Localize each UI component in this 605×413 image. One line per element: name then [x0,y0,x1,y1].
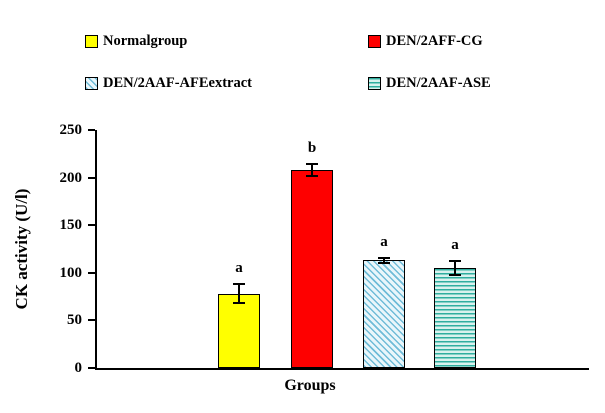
error-bar-line [454,261,456,275]
y-axis-tick-label: 50 [67,312,82,329]
y-axis-tick [88,271,95,274]
legend-item: Normalgroup [85,33,187,50]
legend-swatch-icon [85,35,98,48]
legend-label: DEN/2AFF-CG [386,33,483,49]
error-bar-line [238,284,240,304]
y-axis-title: CK activity (U/l) [12,188,31,310]
legend-swatch-icon [368,77,381,90]
y-axis-tick [88,367,95,369]
error-bar-line [311,164,313,176]
significance-letter: b [307,140,317,157]
legend-item: DEN/2AAF-ASE [368,75,491,92]
x-axis-title: Groups [284,377,336,394]
bar-DEN/2AAF-AFEextract [363,260,405,368]
legend-label: DEN/2AAF-ASE [386,75,491,91]
significance-letter: a [380,233,388,250]
plot-area: a b a a [95,130,589,370]
legend-swatch-icon [85,77,98,90]
error-bar-cap-top [233,283,245,286]
bar-DEN/2AFF-CG [291,169,333,368]
y-axis-tick [88,176,95,179]
y-axis-tick [88,319,95,322]
significance-letter: a [235,260,243,277]
y-axis-tick-label: 0 [74,360,83,376]
error-bar-cap-bottom [449,273,461,276]
legend-label: DEN/2AAF-AFEextract [103,75,252,91]
y-axis-tick [88,224,95,227]
bar-Normalgroup [218,293,260,368]
legend-item: DEN/2AFF-CG [368,33,483,50]
y-axis-tick-label: 100 [59,264,83,281]
error-bar-cap-bottom [306,174,318,177]
y-axis-tick-label: 150 [59,217,83,234]
error-bar-cap-bottom [233,302,245,305]
significance-letter: a [451,237,459,254]
y-axis-tick-label: 200 [59,169,83,186]
legend-item: DEN/2AAF-AFEextract [85,75,252,92]
error-bar-line [383,257,385,264]
legend-label: Normalgroup [103,33,188,49]
error-bar-cap-top [449,260,461,263]
bar-DEN/2AAF-ASE [434,268,476,368]
error-bar-cap-top [306,163,318,166]
error-bar-cap-top [378,256,390,259]
error-bar-cap-bottom [378,262,390,265]
legend-swatch-icon [368,35,381,48]
y-axis-tick [88,129,95,131]
y-axis-tick-label: 250 [59,122,83,138]
